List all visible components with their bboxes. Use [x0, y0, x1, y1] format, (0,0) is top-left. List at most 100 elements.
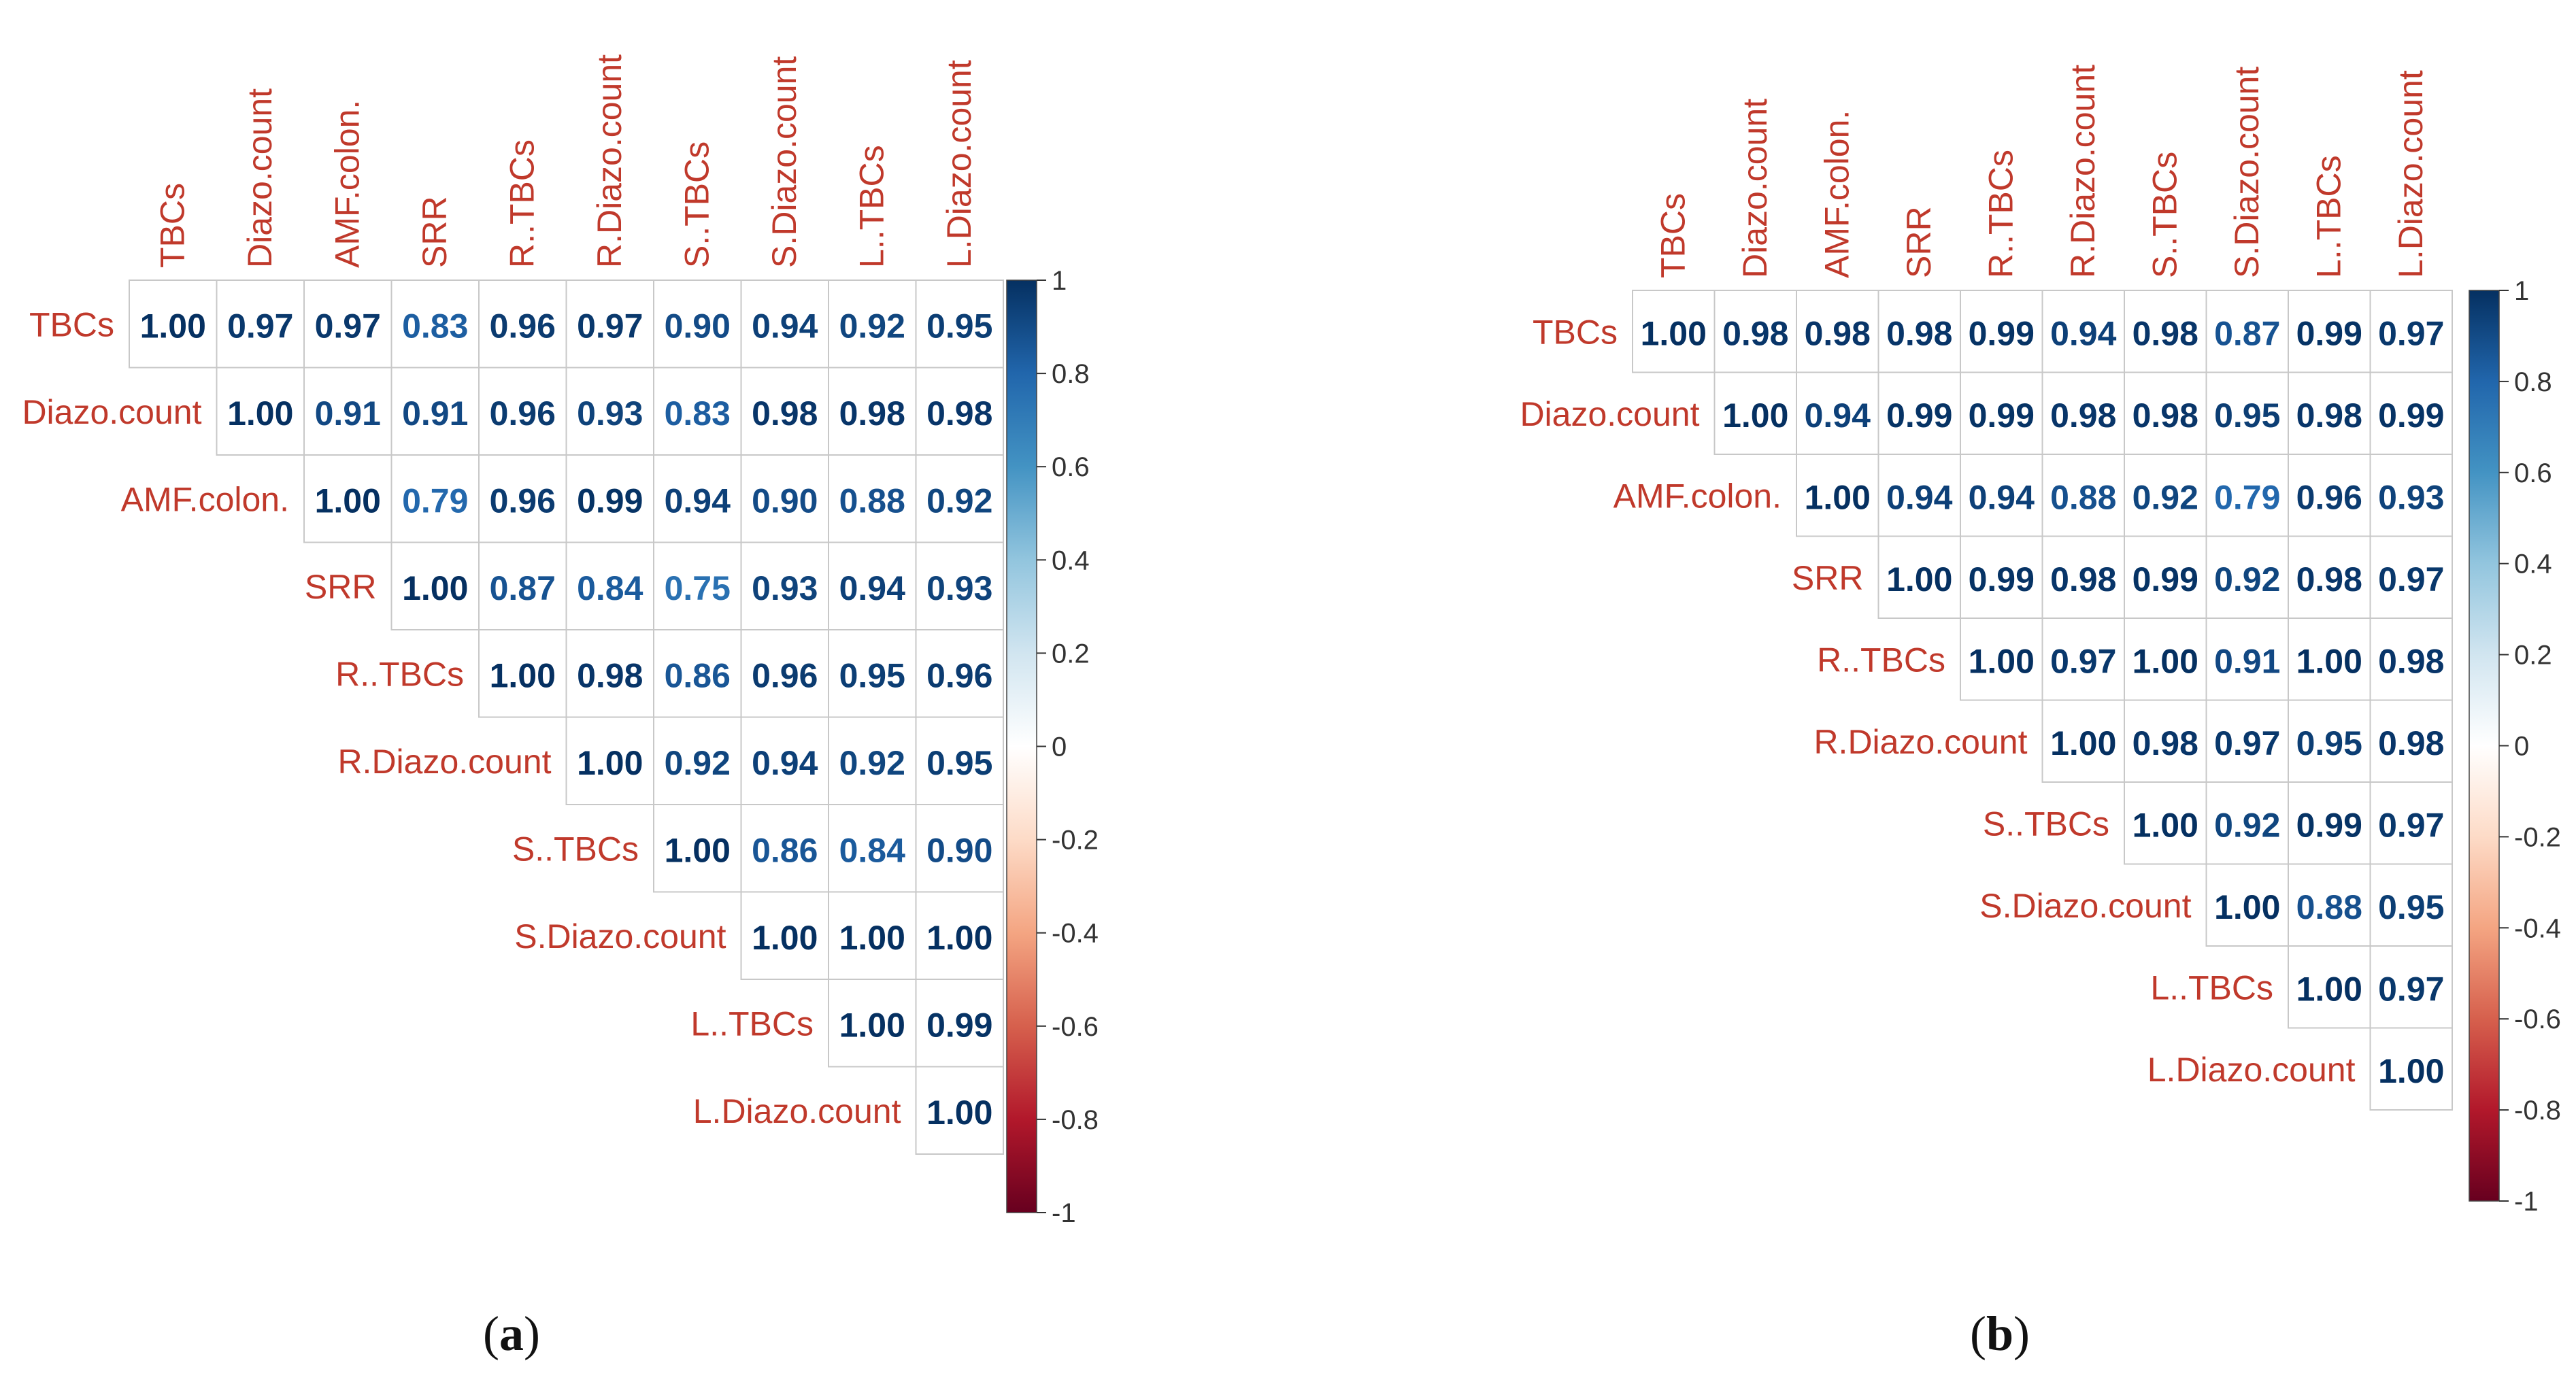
- corr-value: 0.98: [2132, 314, 2198, 352]
- cell-TBCs-TBCs: [129, 280, 218, 369]
- corr-value: 0.94: [2050, 314, 2117, 352]
- row-label: L..TBCs: [690, 1004, 814, 1043]
- column-label: R.Diazo.count: [590, 54, 629, 268]
- colorbar-tick-label: 1: [2514, 276, 2529, 306]
- colorbar-tick-label: 0.2: [2514, 641, 2552, 671]
- cell-R..TBCs-L..TBCs: [2288, 618, 2371, 701]
- cell-SRR-L..TBCs: [2288, 535, 2371, 619]
- cell-AMF.colon.-S.Diazo.count: [2205, 454, 2289, 537]
- colorbar-tick-label: -0.2: [1052, 826, 1099, 856]
- cell-L..TBCs-L.Diazo.count: [915, 979, 1004, 1068]
- corr-value: 0.97: [315, 307, 381, 345]
- cell-R.Diazo.count-R.Diazo.count: [565, 716, 654, 805]
- corr-value: 0.99: [577, 481, 643, 520]
- panel-b-correlation-matrix: 1.00 0.98 0.98 0.98 0.99 0.94 0.98 0.87 0.99 0.97…: [1520, 65, 2560, 1361]
- cell-SRR-S.Diazo.count: [2205, 535, 2289, 619]
- corr-value: 0.98: [1805, 314, 1871, 352]
- corr-value: 1.00: [926, 1094, 992, 1132]
- cell-TBCs-TBCs: [1632, 290, 1716, 373]
- corr-value: 0.88: [839, 481, 905, 520]
- cell-Diazo.count-L..TBCs: [828, 367, 917, 456]
- cell-Diazo.count-R..TBCs: [478, 367, 567, 456]
- corr-value: 0.87: [490, 569, 556, 607]
- corr-value: 1.00: [140, 307, 206, 345]
- corr-value: 0.94: [839, 569, 906, 607]
- column-label: S..TBCs: [2145, 152, 2184, 278]
- corr-value: 1.00: [665, 831, 731, 869]
- colorbar-tick-label: 1: [1052, 266, 1067, 296]
- colorbar-tick-label: -1: [1052, 1198, 1076, 1228]
- corr-value: 0.98: [2050, 396, 2116, 435]
- corr-value: 0.92: [665, 744, 731, 782]
- column-label: S..TBCs: [678, 141, 716, 268]
- row-label: AMF.colon.: [121, 480, 289, 518]
- row-label: Diazo.count: [22, 393, 201, 431]
- colorbar-tick-label: -0.4: [1052, 919, 1099, 949]
- row-label: SRR: [305, 568, 377, 606]
- corr-value: 1.00: [2378, 1052, 2444, 1090]
- column-label: R..TBCs: [1981, 150, 2020, 278]
- column-label: TBCs: [153, 183, 191, 268]
- corr-value: 0.96: [490, 307, 556, 345]
- cell-L..TBCs-L.Diazo.count: [2369, 945, 2453, 1029]
- row-label: S..TBCs: [1983, 805, 2109, 843]
- colorbar-tick-label: 0.4: [1052, 545, 1090, 575]
- row-label: S.Diazo.count: [1979, 887, 2191, 925]
- corr-value: 0.91: [402, 394, 468, 433]
- colorbar-tick-label: 0.4: [2514, 550, 2552, 579]
- cell-R..TBCs-R..TBCs: [478, 629, 567, 718]
- column-label: AMF.colon.: [1818, 110, 1856, 278]
- row-label: S.Diazo.count: [514, 917, 726, 956]
- corr-value: 1.00: [2296, 970, 2362, 1008]
- corr-value: 1.00: [577, 744, 643, 782]
- colorbar-tick-label: 0.2: [1052, 639, 1090, 669]
- column-label: R..TBCs: [503, 139, 541, 268]
- cell-SRR-SRR: [1877, 535, 1961, 619]
- panel-caption: (a): [483, 1306, 540, 1361]
- corr-value: 0.84: [839, 831, 906, 869]
- corr-value: 0.91: [2214, 642, 2280, 680]
- corr-value: 1.00: [2050, 724, 2116, 762]
- row-label: R..TBCs: [1817, 641, 1945, 679]
- cell-S..TBCs-S..TBCs: [653, 804, 742, 893]
- corr-value: 0.94: [752, 744, 818, 782]
- colorbar-tick-label: 0: [2514, 732, 2529, 762]
- corr-value: 0.95: [2214, 396, 2280, 435]
- colorbar-tick-label: -0.6: [1052, 1012, 1099, 1042]
- corr-value: 0.97: [2050, 642, 2116, 680]
- cell-S.Diazo.count-S.Diazo.count: [740, 891, 829, 980]
- cell-S..TBCs-L..TBCs: [828, 804, 917, 893]
- cell-R.Diazo.count-R.Diazo.count: [2041, 699, 2125, 783]
- colorbar-tick-label: 0.8: [2514, 367, 2552, 397]
- cell-R..TBCs-L..TBCs: [828, 629, 917, 718]
- corr-value: 1.00: [926, 919, 992, 957]
- cell-Diazo.count-AMF.colon.: [303, 367, 392, 456]
- corr-value: 0.97: [227, 307, 293, 345]
- corr-value: 0.96: [490, 394, 556, 433]
- corr-value: 0.93: [577, 394, 643, 433]
- corr-value: 0.97: [2378, 314, 2444, 352]
- column-label: Diazo.count: [241, 88, 279, 268]
- corr-value: 1.00: [2132, 806, 2198, 844]
- corr-value: 0.92: [2214, 560, 2280, 598]
- corr-value: 0.94: [1969, 478, 2035, 516]
- row-label: S..TBCs: [512, 830, 639, 868]
- cell-Diazo.count-S..TBCs: [2124, 371, 2207, 455]
- corr-value: 1.00: [839, 1006, 905, 1044]
- cell-TBCs-SRR: [1877, 290, 1961, 373]
- cell-Diazo.count-L.Diazo.count: [2369, 371, 2453, 455]
- corr-value: 1.00: [490, 656, 556, 694]
- corr-value: 0.96: [752, 656, 818, 694]
- colorbar: [2469, 290, 2500, 1202]
- cell-S.Diazo.count-L..TBCs: [2288, 863, 2371, 947]
- corr-value: 0.92: [839, 307, 905, 345]
- row-label: R..TBCs: [335, 655, 464, 693]
- corr-value: 0.94: [665, 481, 731, 520]
- corr-value: 0.98: [577, 656, 643, 694]
- cell-TBCs-Diazo.count: [1713, 290, 1797, 373]
- corr-value: 0.93: [2378, 478, 2444, 516]
- cell-R.Diazo.count-S.Diazo.count: [740, 716, 829, 805]
- cell-S.Diazo.count-L.Diazo.count: [2369, 863, 2453, 947]
- corr-value: 0.84: [577, 569, 643, 607]
